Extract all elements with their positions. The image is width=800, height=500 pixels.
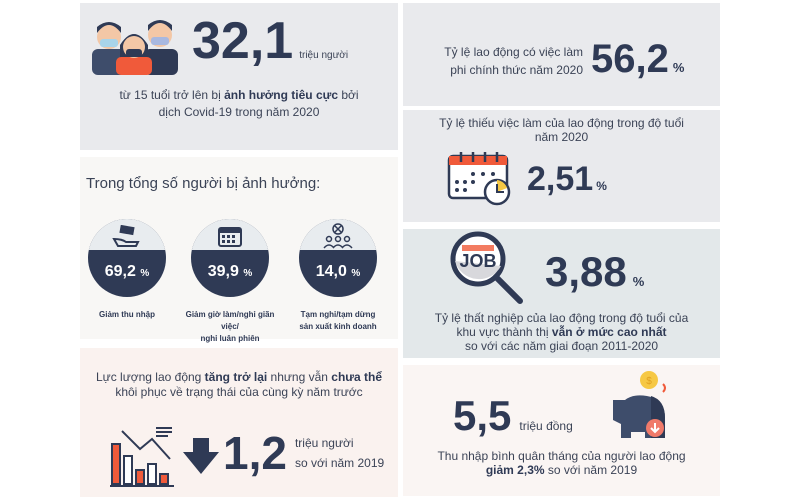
text: bởi <box>338 88 359 102</box>
breakdown-title: Trong tổng số người bị ảnh hưởng: <box>86 175 321 192</box>
text: năm 2020 <box>534 130 589 144</box>
informal-panel: Tỷ lệ lao động có việc làm phi chính thức… <box>403 3 720 106</box>
stat-value: 69,2 <box>104 263 136 280</box>
text: Tạm nghỉ/tạm dừng <box>300 310 376 319</box>
text-bold: giảm 2,3% <box>485 463 545 477</box>
text: so với các năm giai đoạn 2011-2020 <box>464 339 659 353</box>
underemployment-desc: Tỷ lệ thiếu việc làm của lao động trong … <box>403 116 720 144</box>
text: nhưng vẫn <box>267 370 332 384</box>
declining-chart-icon <box>110 427 174 487</box>
text: phi chính thức năm 2020 <box>450 63 583 77</box>
income-panel: 5,5 triệu đồng $ Thu nhập bình quân thán… <box>403 365 720 496</box>
unemployment-unit: % <box>632 274 645 289</box>
stat-value: 14,0 <box>315 263 347 280</box>
stat-circle-suspend: 14,0 % <box>299 219 377 297</box>
unemployment-panel: JOB 3,88 % Tỷ lệ thất nghiệp của lao độn… <box>403 229 720 358</box>
job-text: JOB <box>459 251 496 271</box>
text: Lực lượng lao động <box>96 370 205 384</box>
text: Tỷ lệ thất nghiệp của lao động trong độ … <box>434 311 689 325</box>
income-desc: Thu nhập bình quân tháng của người lao đ… <box>403 449 720 477</box>
unemployment-figure: 3,88 % <box>545 251 644 293</box>
text: dịch Covid-19 trong năm 2020 <box>158 105 320 119</box>
income-value: 5,5 <box>453 392 512 439</box>
affected-desc: từ 15 tuổi trở lên bị ảnh hưởng tiêu cực… <box>80 87 398 121</box>
labor-force-value: 1,2 <box>223 427 287 479</box>
stat-unit: % <box>243 268 253 279</box>
text-bold: ảnh hưởng tiêu cực <box>224 88 338 102</box>
underemployment-unit: % <box>596 179 607 193</box>
stat-unit: % <box>140 268 150 279</box>
stat-caption: Giảm thu nhập <box>77 309 177 321</box>
affected-figure: 32,1 triệu người <box>192 15 348 67</box>
underemployment-value: 2,51 <box>527 160 594 198</box>
text: từ 15 tuổi trở lên bị <box>119 88 225 102</box>
underemployment-figure: 2,51 % <box>527 162 607 196</box>
stat-value: 39,9 <box>207 263 239 280</box>
stat-caption: Tạm nghỉ/tạm dừng sản xuất kinh doanh <box>288 309 388 333</box>
calendar-clock-icon <box>447 152 511 206</box>
text: so với năm 2019 <box>544 463 638 477</box>
affected-value: 32,1 <box>192 12 294 70</box>
text-bold: vẫn ở mức cao nhất <box>551 325 667 339</box>
text: Giảm giờ làm/nghỉ giãn việc/ <box>185 310 275 331</box>
informal-value: 56,2 <box>591 37 669 81</box>
job-search-icon: JOB <box>450 231 523 304</box>
labor-force-figure: 1,2 triệu người so với năm 2019 <box>223 430 384 476</box>
informal-unit: % <box>672 60 685 75</box>
text: Thu nhập bình quân tháng của người lao đ… <box>437 449 686 463</box>
breakdown-panel: Trong tổng số người bị ảnh hưởng: 69,2 %… <box>77 157 398 343</box>
text-bold: tăng trở lại <box>204 370 268 384</box>
text: sản xuất kinh doanh <box>299 322 377 331</box>
group-cancel-icon <box>323 223 353 249</box>
money-hand-icon <box>112 225 140 247</box>
stat-circle-hours: 39,9 % <box>191 219 269 297</box>
text: Tỷ lệ thiếu việc làm của lao động trong … <box>439 116 684 130</box>
income-unit: triệu đồng <box>519 419 573 433</box>
unemployment-desc: Tỷ lệ thất nghiệp của lao động trong độ … <box>403 311 720 353</box>
labor-force-text: triệu người so với năm 2019 <box>295 433 384 473</box>
text-bold: chưa thể <box>331 370 382 384</box>
affected-unit: triệu người <box>299 50 349 61</box>
calendar-icon <box>218 227 242 247</box>
text: nghỉ luân phiên <box>200 334 260 343</box>
stat-unit: % <box>351 268 361 279</box>
text: khôi phục về trạng thái của cùng kỳ năm … <box>115 385 363 399</box>
informal-figure: 56,2 % <box>591 39 684 79</box>
income-figure: 5,5 triệu đồng <box>453 395 573 437</box>
informal-desc: Tỷ lệ lao động có việc làm phi chính thức… <box>407 43 583 79</box>
piggy-bank-icon: $ <box>613 371 666 438</box>
labor-force-panel: Lực lượng lao động tăng trở lại nhưng vẫ… <box>80 348 398 497</box>
stat-circle-income: 69,2 % <box>88 219 166 297</box>
unemployment-value: 3,88 <box>545 248 627 295</box>
affected-panel: 32,1 triệu người từ 15 tuổi trở lên bị ả… <box>80 3 398 150</box>
down-arrow-icon <box>183 438 219 474</box>
labor-force-desc: Lực lượng lao động tăng trở lại nhưng vẫ… <box>80 370 398 400</box>
stat-caption: Giảm giờ làm/nghỉ giãn việc/nghỉ luân ph… <box>180 309 280 345</box>
text: Giảm thu nhập <box>99 310 155 319</box>
masked-people-icon <box>92 20 178 75</box>
text: Tỷ lệ lao động có việc làm <box>444 45 583 59</box>
labor-force-unit: triệu người <box>294 436 354 450</box>
svg-text:$: $ <box>646 376 652 387</box>
underemployment-panel: Tỷ lệ thiếu việc làm của lao động trong … <box>403 110 720 222</box>
labor-force-compare: so với năm 2019 <box>294 456 385 470</box>
text: khu vực thành thị <box>456 325 552 339</box>
